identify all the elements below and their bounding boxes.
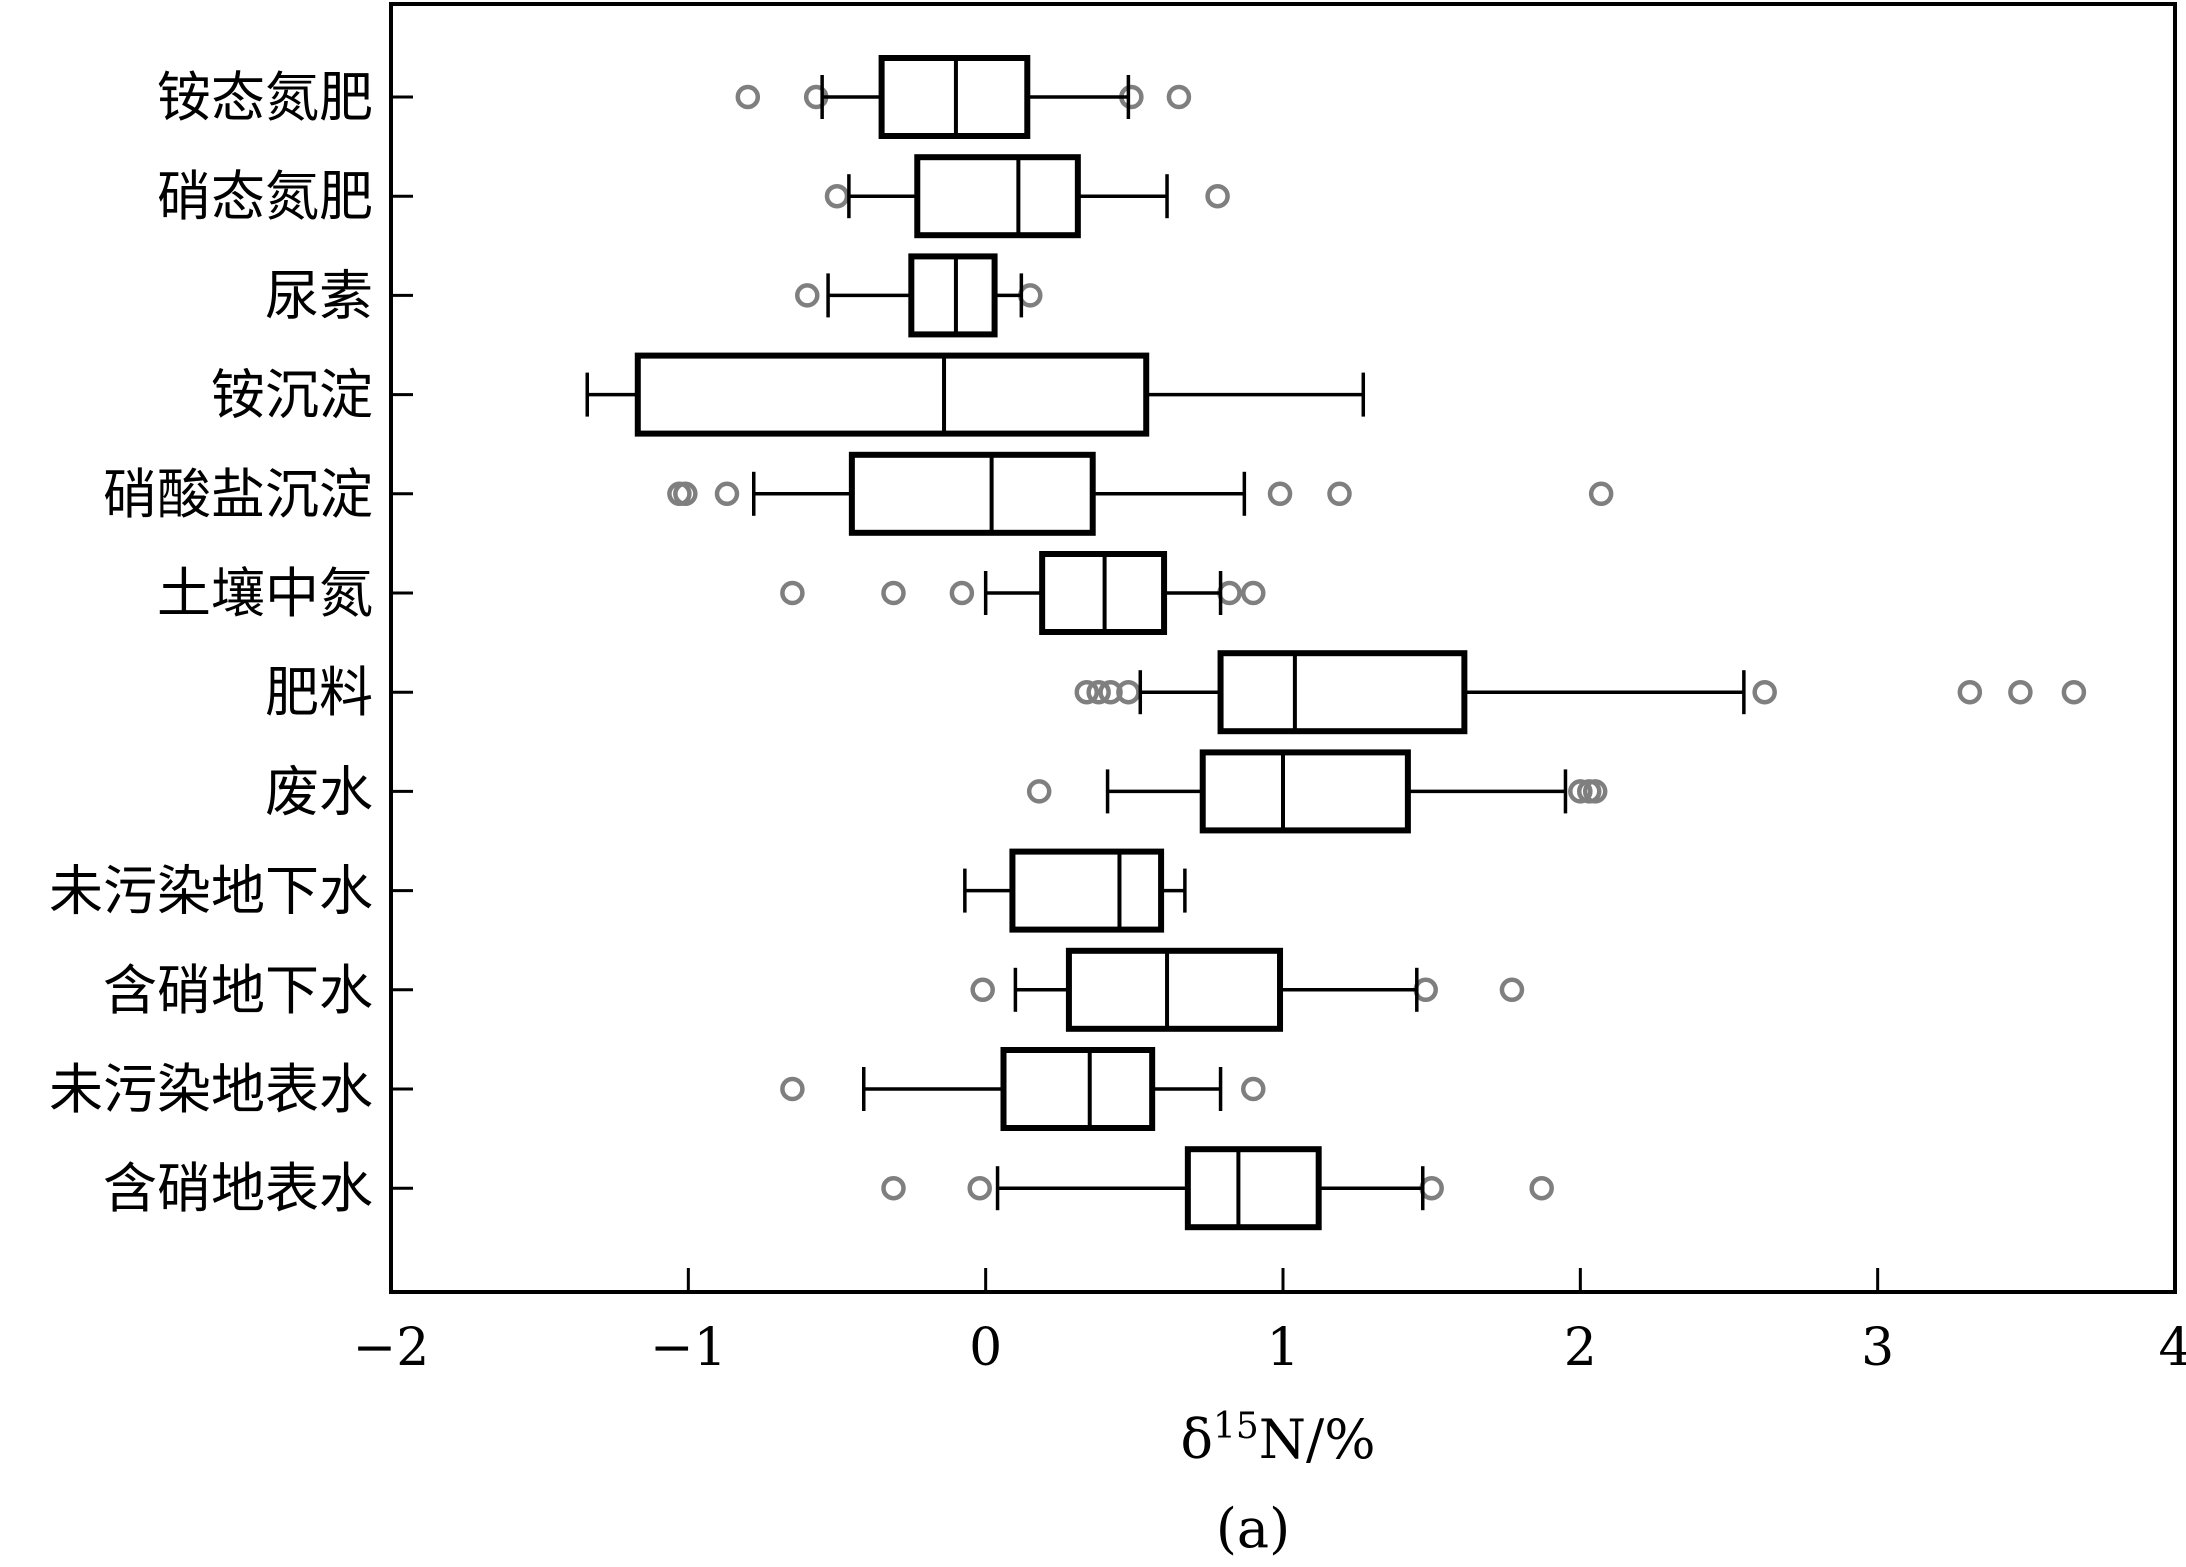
iqr-box xyxy=(1184,1146,1322,1231)
iqr-box xyxy=(848,451,1096,536)
iqr-box xyxy=(1217,650,1468,735)
outlier-point xyxy=(1957,679,1983,705)
category-labels: 铵态氮肥硝态氮肥尿素铵沉淀硝酸盐沉淀土壤中氮肥料废水未污染地下水含硝地下水未污染… xyxy=(49,66,413,1220)
outlier-point xyxy=(1241,580,1266,606)
outlier-point xyxy=(1499,977,1525,1003)
outlier-point xyxy=(2061,679,2087,705)
category-label: 硝酸盐沉淀 xyxy=(103,463,373,526)
outlier-point xyxy=(1116,679,1141,705)
outlier-point xyxy=(1026,779,1052,804)
x-tick-label: 4 xyxy=(2158,1318,2186,1378)
box-group xyxy=(585,352,1366,437)
category-label: 废水 xyxy=(265,760,373,823)
box-group xyxy=(824,154,1230,239)
category-label: 尿素 xyxy=(265,264,373,327)
plot-frame xyxy=(389,2,2177,1294)
box-group xyxy=(1074,650,2087,735)
outlier-point xyxy=(1568,779,1593,804)
outlier-point xyxy=(1582,779,1608,804)
category-label: 未污染地下水 xyxy=(49,860,373,923)
outlier-point xyxy=(735,84,761,110)
outlier-point xyxy=(949,580,975,606)
outlier-point xyxy=(1413,977,1438,1003)
outlier-point xyxy=(780,580,805,606)
outlier-point xyxy=(967,1175,992,1201)
outlier-point xyxy=(1327,481,1352,507)
outlier-point xyxy=(1752,679,1777,705)
outlier-point xyxy=(881,1175,906,1201)
box-group xyxy=(970,947,1525,1032)
x-tick-label: −2 xyxy=(353,1318,430,1378)
category-label: 硝态氮肥 xyxy=(157,165,373,228)
plot-area xyxy=(389,2,2177,1294)
box-group xyxy=(795,253,1043,338)
outlier-point xyxy=(1018,283,1043,308)
iqr-box xyxy=(914,154,1081,239)
x-tick-label: 3 xyxy=(1861,1318,1894,1378)
iqr-box xyxy=(1000,1047,1156,1131)
outlier-point xyxy=(1205,183,1230,209)
box-group xyxy=(1026,749,1608,834)
category-label: 未污染地表水 xyxy=(49,1058,373,1121)
category-label: 含硝地表水 xyxy=(103,1157,373,1220)
outlier-point xyxy=(795,283,820,308)
outlier-point xyxy=(780,1076,805,1102)
x-tick-label: 0 xyxy=(969,1318,1002,1378)
outlier-point xyxy=(1241,1076,1266,1102)
iqr-box xyxy=(634,352,1150,437)
outlier-point xyxy=(824,183,850,209)
outlier-point xyxy=(1419,1175,1444,1201)
outlier-point xyxy=(1217,580,1242,606)
x-tick-label: −1 xyxy=(650,1318,727,1378)
outlier-point xyxy=(1588,481,1614,507)
x-axis-title: δ15N/% xyxy=(1180,1406,1375,1471)
category-label: 土壤中氮 xyxy=(157,562,373,625)
category-label: 含硝地下水 xyxy=(103,959,373,1022)
outlier-point xyxy=(970,977,995,1003)
box-group xyxy=(667,451,1614,536)
outlier-point xyxy=(1166,84,1192,110)
box-group xyxy=(881,1146,1554,1231)
box-group xyxy=(780,1047,1266,1131)
x-axis: −2 −1 0 1 2 3 4 xyxy=(353,1268,2186,1378)
x-tick-label: 1 xyxy=(1266,1318,1299,1378)
outlier-point xyxy=(881,580,906,606)
iqr-box xyxy=(1199,749,1411,834)
outlier-point xyxy=(673,481,698,507)
outlier-point xyxy=(1074,679,1100,705)
category-label: 铵沉淀 xyxy=(211,364,373,427)
category-label: 肥料 xyxy=(265,661,373,724)
box-group xyxy=(780,551,1266,635)
outlier-point xyxy=(1086,679,1111,705)
outlier-point xyxy=(1529,1175,1554,1201)
iqr-box xyxy=(1065,947,1284,1032)
iqr-box xyxy=(908,253,998,338)
figure-caption: (a) xyxy=(1216,1497,1290,1560)
x-tick-label: 2 xyxy=(1564,1318,1597,1378)
category-label: 铵态氮肥 xyxy=(157,66,373,129)
box-group xyxy=(735,55,1192,139)
outlier-point xyxy=(1267,481,1293,507)
outlier-point xyxy=(2008,679,2033,705)
box-group xyxy=(963,848,1187,933)
outlier-point xyxy=(714,481,740,507)
iqr-box xyxy=(1009,848,1165,933)
data-marks xyxy=(585,55,2087,1231)
